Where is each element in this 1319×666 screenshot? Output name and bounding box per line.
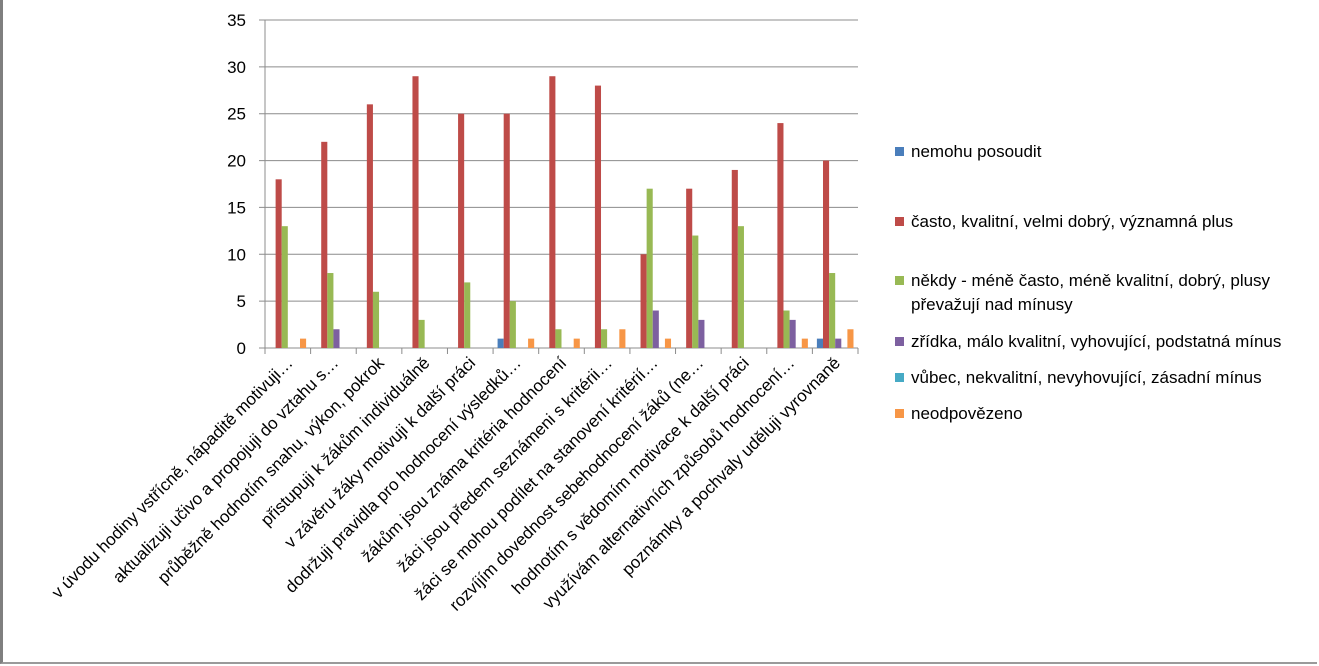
bar [281,226,288,348]
legend-item-nekdy: někdy - méně často, méně kvalitní, dobrý… [895,269,1315,317]
bar [528,338,535,348]
bar [372,291,380,348]
legend-item-vubec: vůbec, nekvalitní, nevyhovující, zásadní… [895,366,1315,390]
bar [503,113,510,348]
bar [549,76,556,348]
y-tick-label: 20 [227,152,246,171]
y-tick-label: 5 [237,292,246,311]
legend-label: zřídka, málo kvalitní, vyhovující, podst… [911,332,1282,351]
bar [594,85,602,348]
legend-swatch [895,276,904,285]
bar [731,169,738,348]
legend-label: neodpovězeno [911,404,1023,423]
bar [686,188,693,348]
bar [646,188,653,348]
bar [458,113,465,348]
bar [418,319,425,348]
bar [692,235,699,348]
bar [573,338,580,348]
bar [801,338,808,348]
bar [789,319,796,348]
legend-label: nemohu posoudit [911,142,1042,161]
legend-swatch [895,373,904,382]
bar [275,179,282,348]
bar [412,76,419,348]
y-tick-label: 10 [227,245,246,264]
y-tick-label: 0 [237,339,246,358]
bar [816,338,823,348]
bar [652,310,659,348]
legend-item-nemohu-posoudit: nemohu posoudit [895,140,1315,164]
bar [555,329,562,348]
bar [509,301,516,348]
bar [829,273,836,348]
bar [664,338,672,348]
y-tick-label: 15 [227,198,246,217]
bar [698,319,705,348]
legend-swatch [895,217,904,226]
bar [822,160,830,348]
bar [497,338,504,348]
bar [327,273,334,348]
bar [300,338,307,348]
bar [783,310,790,348]
bar [601,329,608,348]
bar [777,123,784,348]
bar [847,329,854,348]
legend: nemohu posoudit často, kvalitní, velmi d… [895,140,1315,426]
bar [333,329,340,348]
legend-label: vůbec, nekvalitní, nevyhovující, zásadní… [911,368,1262,387]
y-tick-label: 30 [227,58,246,77]
legend-label: často, kvalitní, velmi dobrý, významná p… [911,212,1234,231]
bar [835,338,842,348]
bar [321,141,328,348]
legend-swatch [895,409,904,418]
legend-item-casto: často, kvalitní, velmi dobrý, významná p… [895,210,1315,234]
legend-item-zridka: zřídka, málo kvalitní, vyhovující, podst… [895,330,1315,354]
legend-item-neodpovezeno: neodpovězeno [895,402,1315,426]
y-tick-label: 25 [227,105,246,124]
bar [640,254,647,348]
bar [737,226,744,348]
legend-label: někdy - méně často, méně kvalitní, dobrý… [911,271,1271,314]
y-tick-label: 35 [227,11,246,30]
bar [366,104,373,348]
legend-swatch [895,337,904,346]
legend-swatch [895,147,904,156]
bar [619,329,626,348]
bar [464,282,471,348]
